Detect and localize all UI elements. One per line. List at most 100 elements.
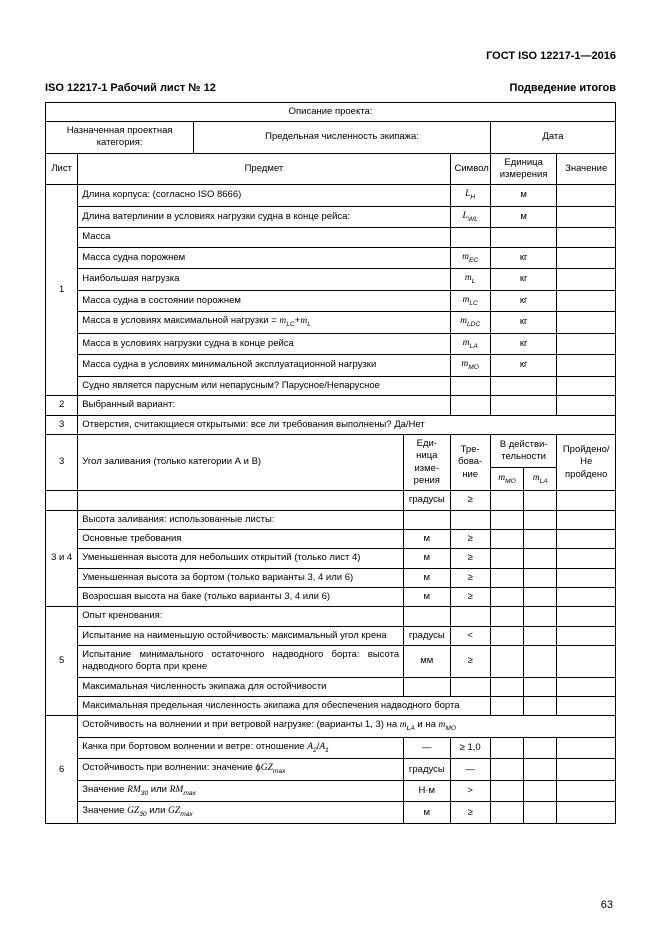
cell-s5-1-subj: Опыт кренования:	[78, 607, 404, 626]
cell-s4-1-a	[490, 510, 523, 529]
cell-s1-4-unit: кг	[490, 247, 557, 269]
cell-s1-8-val	[557, 333, 616, 355]
cell-s3b-mla: mLA	[524, 468, 557, 491]
hdr-subject: Предмет	[78, 153, 450, 185]
cell-s5-4-u	[404, 677, 450, 696]
cell-s2-num: 2	[46, 396, 78, 415]
cell-s6-1-subj: Остойчивость на волнении и при ветровой …	[78, 716, 616, 738]
cell-s3b-subj: Угол заливания (только категории А и В)	[78, 434, 404, 490]
cell-s1-9-unit: кг	[490, 355, 557, 377]
cell-s1-3-unit	[490, 228, 557, 247]
cell-s2-subj: Выбранный вариант:	[78, 396, 450, 415]
cell-s6-3-p	[557, 759, 616, 781]
cell-s3b-pass-h: Пройдено/ Не пройдено	[557, 434, 616, 490]
cell-s4-1-p	[557, 510, 616, 529]
cell-s4-5-u: м	[404, 587, 450, 606]
cell-s4-5-subj: Возросшая высота на баке (только вариант…	[78, 587, 404, 606]
row-s1-8: Масса в условиях нагрузки судна в конце …	[46, 333, 616, 355]
cell-s6-3-r: —	[450, 759, 490, 781]
row-s5-4: Максимальная численность экипажа для ост…	[46, 677, 616, 696]
cell-s2-c2	[490, 396, 557, 415]
row-design-cat: Назначенная проектная категория: Предель…	[46, 121, 616, 153]
cell-s6-5-b	[524, 802, 557, 824]
cell-s5-4-b	[524, 677, 557, 696]
cell-s5-1-b	[524, 607, 557, 626]
cell-s4-5-a	[490, 587, 523, 606]
cell-s1-7-subj: Масса в условиях максимальной нагрузки =…	[78, 312, 450, 334]
cell-s1-num: 1	[46, 185, 78, 396]
cell-s6-5-r: ≥	[450, 802, 490, 824]
cell-s3a-num: 3	[46, 415, 78, 434]
cell-s4-4-a	[490, 568, 523, 587]
row-s1-9: Масса судна в условиях минимальной экспл…	[46, 355, 616, 377]
cell-s1-9-sym: mMO	[450, 355, 490, 377]
cell-s3b-deg: градусы	[404, 491, 450, 510]
cell-s6-2-u: —	[404, 737, 450, 759]
cell-s3b-req-h: Тре­бова­ние	[450, 434, 490, 490]
cell-s1-1-val	[557, 185, 616, 207]
row-s4-2: Основные требования м ≥	[46, 529, 616, 548]
cell-s6-5-p	[557, 802, 616, 824]
row-s4-1: 3 и 4 Высота заливания: использованные л…	[46, 510, 616, 529]
cell-s6-num: 6	[46, 716, 78, 824]
cell-s4-2-u: м	[404, 529, 450, 548]
cell-s3b-ge: ≥	[450, 491, 490, 510]
row-s5-3: Испытание минимального остаточного надво…	[46, 645, 616, 677]
cell-s1-8-sym: mLA	[450, 333, 490, 355]
row-s6-2: Качка при бортовом волнении и ветре: отн…	[46, 737, 616, 759]
cell-s5-3-b	[524, 645, 557, 677]
cell-s5-4-r	[450, 677, 490, 696]
cell-s6-2-subj: Качка при бортовом волнении и ветре: отн…	[78, 737, 404, 759]
cell-s5-1-r	[450, 607, 490, 626]
cell-s6-5-a	[490, 802, 523, 824]
cell-s6-4-subj: Значение RM30 или RMmax	[78, 780, 404, 802]
cell-s6-4-p	[557, 780, 616, 802]
cell-s1-6-unit: кг	[490, 290, 557, 312]
cell-s4-3-a	[490, 549, 523, 568]
cell-s5-3-a	[490, 645, 523, 677]
cell-s1-5-unit: кг	[490, 269, 557, 291]
cell-s1-8-unit: кг	[490, 333, 557, 355]
cell-s4-2-a	[490, 529, 523, 548]
cell-s1-7-unit: кг	[490, 312, 557, 334]
cell-s1-2-unit: м	[490, 206, 557, 228]
cell-s5-num: 5	[46, 607, 78, 716]
cell-s5-2-u: градусы	[404, 626, 450, 645]
row-s5-2: Испытание на наименьшую остойчивость: ма…	[46, 626, 616, 645]
cell-s6-5-subj: Значение GZ30 или GZmax	[78, 802, 404, 824]
cell-s1-1-subj: Длина корпуса: (согласно ISO 8666)	[78, 185, 450, 207]
cell-s5-3-p	[557, 645, 616, 677]
row-s6-5: Значение GZ30 или GZmax м ≥	[46, 802, 616, 824]
hdr-symbol: Символ	[450, 153, 490, 185]
row-s1-2: Длина ватерлинии в условиях нагрузки суд…	[46, 206, 616, 228]
row-s6-4: Значение RM30 или RMmax Н·м >	[46, 780, 616, 802]
cell-s3b-unit-h: Еди­ница изме­рения	[404, 434, 450, 490]
row-s5-1: 5 Опыт кренования:	[46, 607, 616, 626]
cell-s1-3-sym	[450, 228, 490, 247]
cell-s4-3-u: м	[404, 549, 450, 568]
cell-s3a-subj: Отверстия, считающиеся открытыми: все ли…	[78, 415, 616, 434]
cell-s3b-v3	[557, 491, 616, 510]
cell-s3b-v-subj	[78, 491, 404, 510]
cell-s5-5-subj: Максимальная предельная численность экип…	[78, 697, 491, 716]
cell-s1-9-val	[557, 355, 616, 377]
cell-s6-4-a	[490, 780, 523, 802]
cell-s6-3-u: градусы	[404, 759, 450, 781]
cell-s2-c3	[557, 396, 616, 415]
row-s1-3: Масса	[46, 228, 616, 247]
cell-s1-3-subj: Масса	[78, 228, 450, 247]
cell-s4-4-u: м	[404, 568, 450, 587]
row-headers: Лист Предмет Символ Еди­ница изме­рения …	[46, 153, 616, 185]
cell-s4-1-r	[450, 510, 490, 529]
cell-s1-4-subj: Масса судна порожнем	[78, 247, 450, 269]
cell-s4-4-r: ≥	[450, 568, 490, 587]
page-number: 63	[601, 899, 613, 913]
cell-s1-1-unit: м	[490, 185, 557, 207]
cell-s1-4-val	[557, 247, 616, 269]
cell-s3b-v1	[490, 491, 523, 510]
cell-s6-4-u: Н·м	[404, 780, 450, 802]
cell-s6-3-subj: Остойчивость при волнении: значение ϕGZm…	[78, 759, 404, 781]
cell-s5-5-a	[490, 697, 523, 716]
document-id: ГОСТ ISO 12217-1—2016	[45, 50, 616, 64]
cell-s4-2-r: ≥	[450, 529, 490, 548]
